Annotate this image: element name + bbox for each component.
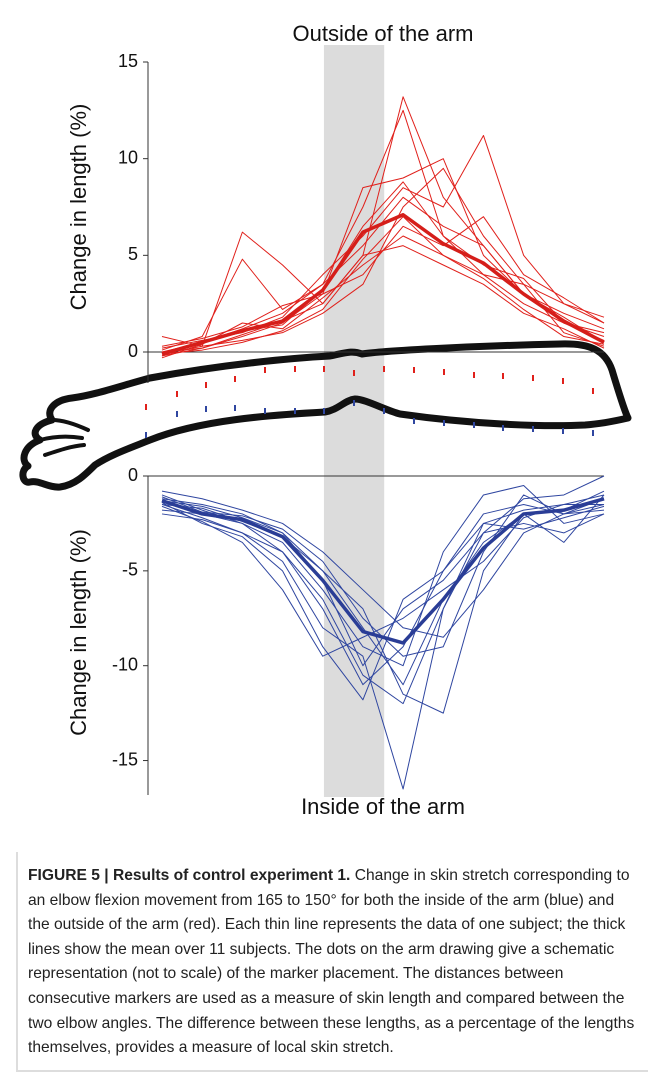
caption-label: FIGURE 5 | Results of control experiment… [28,867,351,884]
chart-title: Inside of the arm [301,794,465,819]
subject-line [161,503,604,657]
subject-line [161,216,605,347]
mean-line [161,212,605,356]
chart-title: Outside of the arm [293,21,474,46]
y-axis-label: Change in length (%) [66,104,91,311]
y-tick-label: -15 [112,749,138,769]
y-tick-label: 0 [128,465,138,485]
subject-line [161,494,605,701]
chart: Outside of the arm Change in length (%) 0 5… [19,21,632,819]
subject-line [161,490,605,638]
marker-dots [145,366,594,438]
subject-line [161,494,605,686]
caption: FIGURE 5 | Results of control experiment… [28,864,640,1061]
subject-line [161,505,605,705]
y-tick-label: 15 [118,51,138,71]
arm-drawing [19,340,632,491]
y-tick-label: 0 [128,341,138,361]
subject-line [161,216,605,355]
y-axis-label: Change in length (%) [66,529,91,736]
mean-line [161,497,605,645]
y-tick-label: 5 [128,244,138,264]
y-tick-label: 10 [118,147,138,167]
subject-line [161,167,605,355]
y-tick-label: -10 [112,654,138,674]
y-tick-label: -5 [122,560,138,580]
caption-text: Change in skin stretch corresponding to … [28,867,635,1057]
subject-line [161,494,605,714]
caption-frame [16,852,648,1072]
